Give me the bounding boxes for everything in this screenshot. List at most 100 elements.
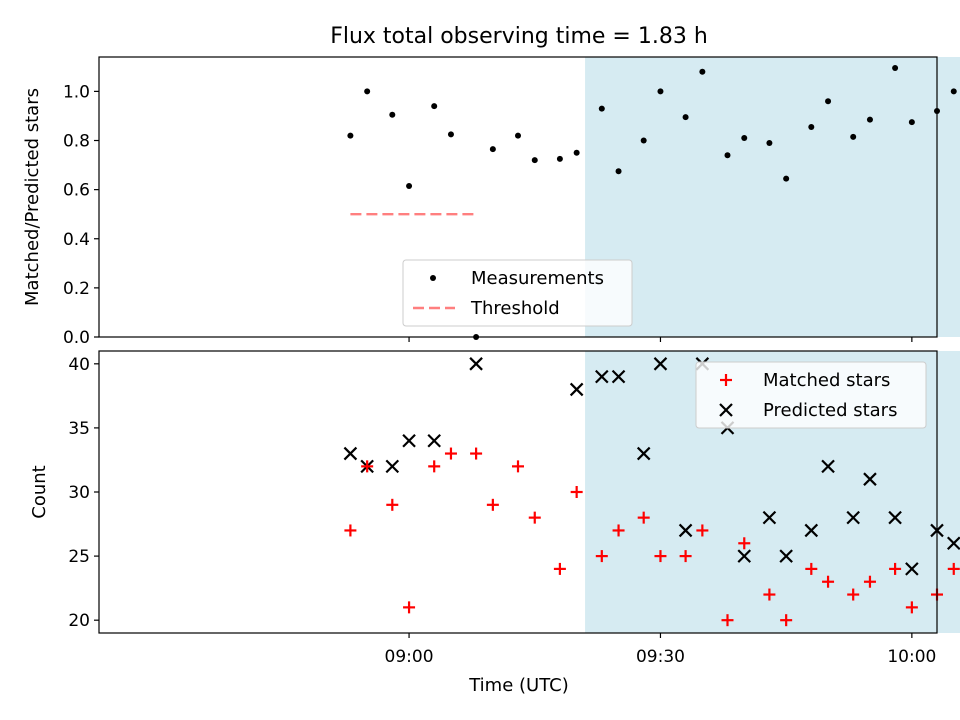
measurement-point [531,157,538,164]
matched-point [486,498,499,511]
bottom-y-tick-label: 30 [68,483,90,503]
cross-stroke [821,459,835,474]
legend-plus [720,374,732,386]
predicted-point [385,459,400,474]
matched-point [738,537,751,550]
matched-point [696,524,709,537]
matched-point [947,562,960,575]
cross-stroke [678,523,693,538]
top-legend: Measurements Threshold [402,259,633,327]
cross-stroke [719,403,733,417]
measurement-point [866,116,873,123]
top-axes-frame [98,56,938,338]
cross-stroke [653,357,668,371]
measurement-point [598,105,605,112]
cross-stroke [737,549,752,563]
bottom-y-tick-label: 40 [68,355,90,375]
cross-stroke [888,510,902,525]
measurement-point [850,133,857,140]
legend-predicted-label: Predicted stars [763,400,897,421]
measurement-point [640,137,647,144]
predicted-point [427,433,441,448]
predicted-point [888,510,902,525]
measurement-point [950,88,957,95]
measurement-point [724,152,731,159]
bottom-legend-box [695,361,927,429]
matched-point [863,575,876,588]
measurement-point [808,124,815,130]
predicted-point [569,382,584,397]
predicted-point [653,357,668,371]
predicted-point [678,523,693,538]
matched-point [428,460,441,473]
matched-point [595,550,608,563]
cross-stroke [343,446,358,461]
measurement-point [615,168,622,175]
predicted-point [595,369,609,384]
legend-measurements-marker [430,275,436,281]
predicted-point [804,523,819,538]
top-legend-box [402,259,633,327]
cross-stroke [804,523,819,538]
measurement-point [347,132,354,139]
bottom-x-tick-label: 09:30 [636,647,685,667]
top-y-tick-label: 0.8 [63,132,90,152]
matched-point [553,562,566,575]
measurement-point [657,88,664,95]
measurement-point [431,103,438,110]
top-observing-window-shade [585,57,960,337]
bottom-legend: Matched stars Predicted stars [695,361,927,429]
predicted-point [402,433,416,448]
measurement-point [447,131,454,138]
matched-point [721,614,734,627]
measurement-point [825,98,832,105]
measurement-point [908,119,915,126]
predicted-point [636,446,651,461]
legend-measurements-label: Measurements [471,268,604,289]
top-y-tick-label: 0.4 [63,230,90,250]
bottom-y-tick-label: 25 [68,547,90,567]
cross-stroke [905,562,919,576]
matched-point [637,511,650,524]
bottom-y-tick-label: 35 [68,419,90,439]
measurement-point [682,114,689,121]
cross-stroke [762,510,777,525]
matched-point [512,460,524,473]
matched-point [805,562,818,575]
matched-point [570,486,583,498]
predicted-point [905,562,919,576]
top-y-tick-label: 0.2 [63,279,90,299]
predicted-point [946,536,960,551]
top-y-tick-label: 0.0 [63,328,90,348]
cross-stroke [402,433,416,448]
predicted-point [469,357,483,371]
predicted-point [343,446,358,461]
predicted-point [846,510,860,525]
predicted-point [821,459,835,474]
bottom-y-tick-label: 20 [68,611,90,631]
cross-stroke [779,549,793,563]
measurement-point [556,155,563,162]
bottom-x-tick-label: 09:00 [385,647,434,667]
measurement-point [406,182,413,189]
matched-point [470,447,483,460]
measurement-point [699,68,706,75]
matched-point [361,460,374,473]
predicted-point [611,369,626,384]
measurement-point [892,65,899,72]
matched-point [889,562,902,575]
top-panel: 0.0 0.2 0.4 0.6 0.8 1.0 Matched/Predicted sta… [22,56,960,348]
matched-point [780,614,793,627]
matched-point [403,601,416,614]
top-y-tick-label: 0.6 [63,181,90,201]
cross-stroke [427,433,441,448]
matched-point [847,588,860,601]
cross-stroke [385,459,400,474]
x-axis-label: Time (UTC) [468,675,569,696]
cross-stroke [595,369,609,384]
measurement-point [364,88,371,95]
matched-point [679,550,692,563]
matched-point [386,498,399,511]
predicted-point [762,510,777,525]
